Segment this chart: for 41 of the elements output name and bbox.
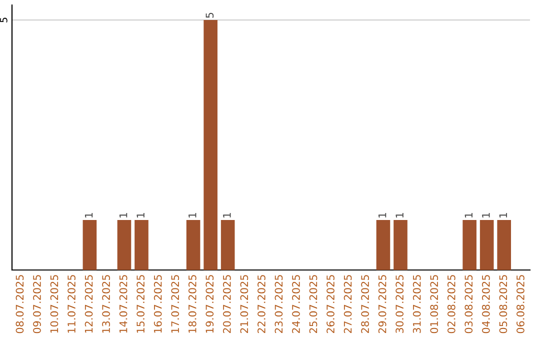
data-label: 1 <box>396 212 404 218</box>
x-tick-label: 17.07.2025 <box>171 275 180 333</box>
data-label: 1 <box>223 212 231 218</box>
data-label: 1 <box>84 212 93 218</box>
x-tick-label: 19.07.2025 <box>206 275 214 333</box>
x-tick-label: 30.07.2025 <box>396 275 404 334</box>
x-tick-label: 08.07.2025 <box>16 275 24 334</box>
x-tick-label: 06.08.2025 <box>516 275 524 334</box>
x-tick-label: 11.07.2025 <box>68 275 76 333</box>
data-label: 1 <box>120 212 128 218</box>
x-tick-label: 01.08.2025 <box>430 275 438 334</box>
x-tick-label: 13.07.2025 <box>102 275 110 333</box>
data-label: 1 <box>136 212 144 218</box>
data-label: 1 <box>499 212 507 218</box>
x-tick-label: 12.07.2025 <box>84 275 93 333</box>
data-label: 1 <box>378 212 386 218</box>
x-tick-label: 21.07.2025 <box>240 275 248 334</box>
x-tick-label: 25.07.2025 <box>309 275 318 334</box>
x-tick-label: 29.07.2025 <box>378 275 386 334</box>
x-tick-label: 31.07.2025 <box>412 275 421 334</box>
x-tick-label: 05.08.2025 <box>499 275 508 334</box>
x-tick-label: 18.07.2025 <box>188 275 196 333</box>
data-label: 5 <box>206 12 214 18</box>
x-tick-label: 22.07.2025 <box>258 275 266 334</box>
data-label: 1 <box>482 212 490 218</box>
x-tick-label: 27.07.2025 <box>344 275 352 334</box>
x-tick-label: 14.07.2025 <box>119 275 128 333</box>
data-label: 1 <box>188 212 196 218</box>
x-tick-label: 26.07.2025 <box>326 275 334 334</box>
x-tick-label: 28.07.2025 <box>361 275 369 334</box>
x-tick-label: 03.08.2025 <box>464 275 473 334</box>
x-tick-label: 20.07.2025 <box>222 275 231 334</box>
data-label: 1 <box>464 212 472 218</box>
x-tick-label: 04.08.2025 <box>482 275 490 334</box>
x-tick-label: 02.08.2025 <box>447 275 456 334</box>
x-tick-label: 23.07.2025 <box>274 275 283 334</box>
x-tick-label: 10.07.2025 <box>50 275 58 333</box>
x-tick-label: 16.07.2025 <box>154 275 162 333</box>
x-tick-label: 24.07.2025 <box>292 275 300 334</box>
x-tick-label: 15.07.2025 <box>136 275 145 333</box>
x-tick-label: 09.07.2025 <box>33 275 41 334</box>
